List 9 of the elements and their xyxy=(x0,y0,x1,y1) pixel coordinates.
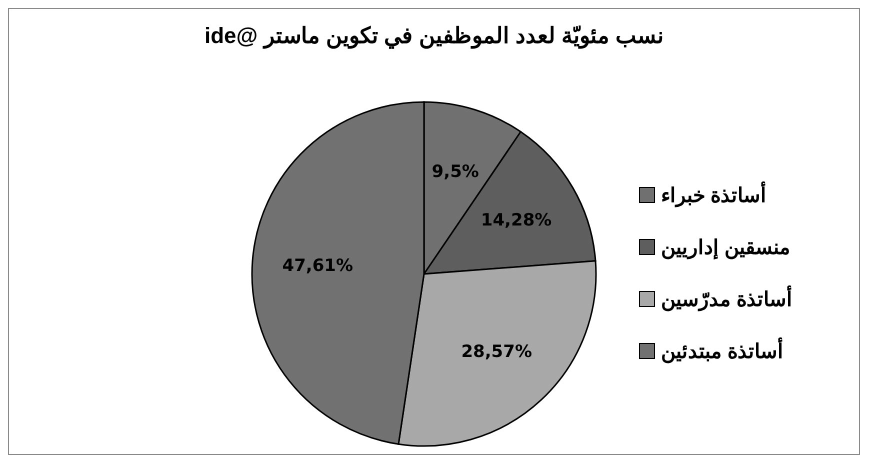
data-label: 28,57% xyxy=(461,342,532,362)
legend-label: أساتذة خبراء xyxy=(661,182,767,208)
legend-label: أساتذة مدرّسين xyxy=(661,286,793,312)
legend-label: منسقين إداريين xyxy=(661,236,791,260)
chart-title: نسب مئويّة لعدد الموظفين في تكوين ماستر @ide xyxy=(203,23,665,49)
legend-label: أساتذة مبتدئين xyxy=(661,338,784,364)
data-label: 14,28% xyxy=(480,210,552,231)
data-label: 9,5% xyxy=(432,162,479,182)
data-label: 47,61% xyxy=(282,256,354,276)
